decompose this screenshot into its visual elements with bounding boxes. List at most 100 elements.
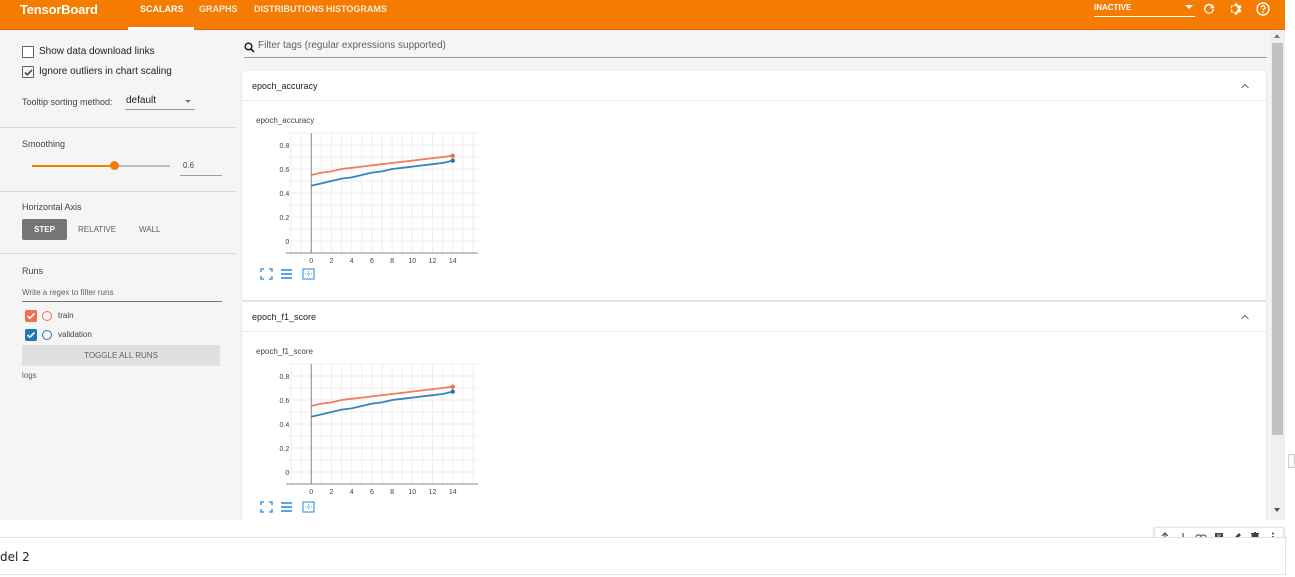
axis-wall-button[interactable]: WALL <box>139 225 161 234</box>
x-tick-label: 4 <box>350 258 354 265</box>
y-tick-label: 0.6 <box>280 167 290 174</box>
y-tick-label: 0.4 <box>280 191 290 198</box>
checkmark-icon <box>26 312 36 320</box>
run-filter-input[interactable]: Write a regex to filter runs <box>22 286 222 302</box>
search-icon <box>244 42 255 53</box>
y-tick-label: 0.6 <box>280 398 290 405</box>
tab-histograms[interactable]: HISTOGRAMS <box>326 4 387 14</box>
sidebar: Show data download links Ignore outliers… <box>0 31 236 520</box>
tab-scalars[interactable]: SCALARS <box>140 4 184 14</box>
app-title: TensorBoard <box>20 2 98 17</box>
scroll-down-icon[interactable] <box>1274 508 1280 512</box>
checkmark-icon <box>26 331 36 339</box>
tooltip-sorting-value: default <box>126 95 157 106</box>
x-tick-label: 8 <box>390 489 394 496</box>
y-tick-label: 0.2 <box>280 215 290 222</box>
y-tick-label: 0 <box>285 470 289 477</box>
x-tick-label: 2 <box>330 489 334 496</box>
card-header-epoch-f1-score[interactable]: epoch_f1_score <box>242 302 1266 332</box>
x-tick-label: 14 <box>449 258 457 265</box>
chart-title: epoch_accuracy <box>256 116 315 125</box>
series-end-point-validation <box>450 389 455 394</box>
tag-filter[interactable]: Filter tags (regular expressions support… <box>244 39 1267 58</box>
y-tick-label: 0.8 <box>280 143 290 150</box>
series-line-train <box>311 154 453 176</box>
smoothing-value-input[interactable]: 0.6 <box>180 160 222 176</box>
side-panel-handle[interactable] <box>1288 454 1295 468</box>
fullscreen-icon[interactable] <box>260 501 273 513</box>
axis-step-button[interactable]: STEP <box>22 219 67 240</box>
horizontal-axis-label: Horizontal Axis <box>22 202 82 212</box>
sidebar-divider <box>0 191 236 192</box>
sidebar-divider <box>0 127 236 128</box>
series-line-validation <box>311 390 453 418</box>
series-end-point-train <box>450 384 455 389</box>
card-title: epoch_accuracy <box>252 81 318 91</box>
active-tab-indicator <box>128 27 194 30</box>
tab-graphs[interactable]: GRAPHS <box>199 4 238 14</box>
x-tick-label: 0 <box>309 489 313 496</box>
x-tick-label: 8 <box>390 258 394 265</box>
fullscreen-icon[interactable] <box>260 268 273 280</box>
run-validation-checkbox[interactable] <box>25 329 37 341</box>
y-tick-label: 0.8 <box>280 374 290 381</box>
x-tick-label: 0 <box>309 258 313 265</box>
smoothing-slider-fill <box>32 165 115 167</box>
tensorboard-frame: TensorBoard SCALARS GRAPHS DISTRIBUTIONS… <box>0 0 1285 520</box>
toggle-all-runs-button[interactable]: TOGGLE ALL RUNS <box>22 345 220 366</box>
refresh-icon[interactable] <box>1201 1 1217 17</box>
axis-relative-button[interactable]: RELATIVE <box>78 225 117 234</box>
checkmark-icon <box>24 69 33 76</box>
card-title: epoch_f1_score <box>252 312 317 322</box>
smoothing-label: Smoothing <box>22 139 66 149</box>
x-tick-label: 2 <box>330 258 334 265</box>
chart-epoch-f1-score[interactable]: 0 0.2 0.4 0.6 0.8 0 2 4 6 8 10 12 14 <box>252 360 482 500</box>
sidebar-divider <box>0 253 236 254</box>
toggle-y-log-icon[interactable] <box>280 501 293 513</box>
run-train-checkbox[interactable] <box>25 310 37 322</box>
y-tick-label: 0 <box>285 239 289 246</box>
ignore-outliers-label: Ignore outliers in chart scaling <box>39 66 172 77</box>
run-train-label: train <box>58 311 74 320</box>
run-validation-color-circle <box>42 330 52 340</box>
scrollbar-thumb[interactable] <box>1272 43 1283 435</box>
help-circle-icon[interactable] <box>1255 1 1271 17</box>
chevron-up-icon[interactable] <box>1240 313 1250 321</box>
x-tick-label: 4 <box>350 489 354 496</box>
ignore-outliers-checkbox[interactable] <box>22 66 34 78</box>
x-tick-label: 6 <box>370 258 374 265</box>
toggle-y-log-icon[interactable] <box>280 268 293 280</box>
card-epoch-accuracy: epoch_accuracy epoch_accuracy 0 0.2 0.4 0.6… <box>242 71 1266 300</box>
runs-label: Runs <box>22 266 44 276</box>
y-tick-label: 0.2 <box>280 446 290 453</box>
gear-icon[interactable] <box>1228 1 1244 17</box>
run-train-color-circle <box>42 311 52 321</box>
caret-down-icon <box>1185 5 1193 9</box>
tag-filter-input[interactable]: Filter tags (regular expressions support… <box>258 40 446 51</box>
x-tick-label: 6 <box>370 489 374 496</box>
series-end-point-validation <box>450 158 455 163</box>
tooltip-sorting-select[interactable]: default <box>125 94 195 110</box>
smoothing-slider-track[interactable] <box>32 165 170 167</box>
inactive-plugins-dropdown[interactable]: INACTIVE <box>1094 3 1195 17</box>
card-header-epoch-accuracy[interactable]: epoch_accuracy <box>242 71 1266 101</box>
chart-title: epoch_f1_score <box>256 347 313 356</box>
notebook-cell-input[interactable]: del 2 <box>0 537 1286 575</box>
tab-distributions[interactable]: DISTRIBUTIONS <box>254 4 325 14</box>
main-content: Filter tags (regular expressions support… <box>236 31 1270 520</box>
tooltip-sorting-label: Tooltip sorting method: <box>22 97 113 107</box>
top-app-bar: TensorBoard SCALARS GRAPHS DISTRIBUTIONS… <box>0 0 1285 30</box>
chart-epoch-accuracy[interactable]: 0 0.2 0.4 0.6 0.8 0 2 4 6 8 10 12 14 <box>252 129 482 269</box>
smoothing-slider-knob[interactable] <box>110 161 120 170</box>
card-epoch-f1-score: epoch_f1_score epoch_f1_score 0 0.2 0.4 0.6… <box>242 302 1266 520</box>
x-tick-label: 10 <box>408 489 416 496</box>
show-download-links-checkbox[interactable] <box>22 46 34 58</box>
x-tick-label: 12 <box>429 489 437 496</box>
scrollbar[interactable] <box>1270 31 1285 520</box>
fit-domain-icon[interactable] <box>302 268 315 280</box>
x-tick-label: 10 <box>408 258 416 265</box>
chevron-up-icon[interactable] <box>1240 82 1250 90</box>
fit-domain-icon[interactable] <box>302 501 315 513</box>
scroll-up-icon[interactable] <box>1274 34 1280 38</box>
caret-down-icon <box>185 100 191 103</box>
